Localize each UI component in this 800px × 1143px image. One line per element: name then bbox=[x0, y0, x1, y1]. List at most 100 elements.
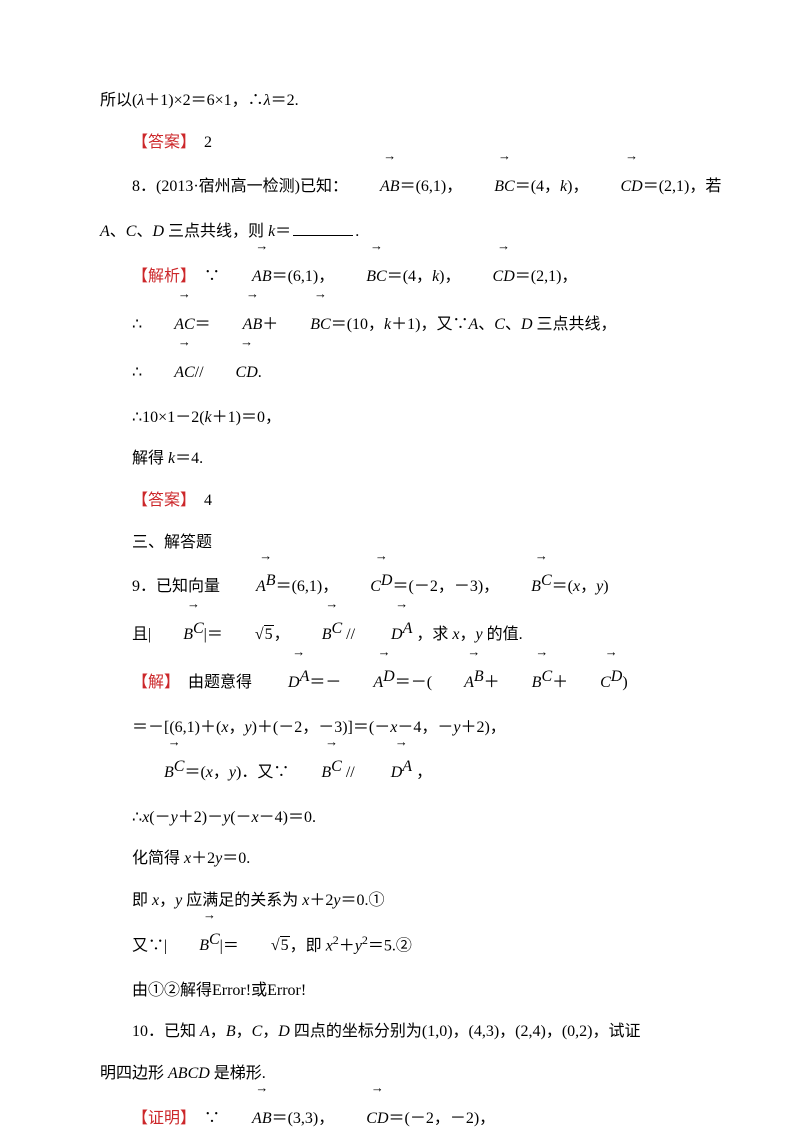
arrow-icon: → bbox=[588, 149, 642, 162]
t: ∴ bbox=[132, 316, 142, 333]
vec-BC: →BC bbox=[499, 563, 551, 611]
t: 、 bbox=[478, 316, 494, 333]
line-8: ∴10×1－2(k＋1)＝0， bbox=[100, 397, 720, 439]
t: D bbox=[391, 626, 403, 643]
t: )， bbox=[567, 178, 588, 195]
t: A bbox=[468, 316, 478, 333]
arrow-icon: → bbox=[568, 645, 622, 658]
arrow-icon: → bbox=[500, 645, 552, 658]
t: ∵ bbox=[188, 1110, 220, 1127]
t: ＝(－2，－3)， bbox=[392, 578, 499, 595]
t: 又∵| bbox=[132, 937, 167, 954]
t: C bbox=[504, 178, 515, 195]
blank-field bbox=[293, 234, 353, 236]
arrow-icon: → bbox=[334, 1081, 388, 1094]
t: A bbox=[300, 668, 310, 685]
vec-BC: →BC bbox=[132, 749, 184, 797]
t: A bbox=[100, 223, 110, 240]
t: ＋2)， bbox=[460, 719, 505, 736]
arrow-icon: → bbox=[462, 149, 514, 162]
arrow-icon: → bbox=[224, 549, 276, 562]
t: D bbox=[611, 668, 623, 685]
t: 解得 bbox=[132, 450, 168, 467]
t: A bbox=[252, 1110, 262, 1127]
vec-BC: →BC bbox=[500, 659, 552, 707]
t: 三、解答题 bbox=[132, 534, 212, 551]
t: 5 bbox=[264, 625, 274, 643]
t: B bbox=[310, 316, 320, 333]
t: B bbox=[531, 578, 541, 595]
line-1: 所以(λ＋1)×2＝6×1，∴λ＝2. bbox=[100, 80, 720, 122]
t: x bbox=[573, 578, 580, 595]
arrow-icon: → bbox=[499, 549, 551, 562]
t: D bbox=[631, 178, 643, 195]
t: ， bbox=[210, 1023, 226, 1040]
t: C bbox=[209, 931, 220, 948]
t: // bbox=[195, 364, 204, 381]
t: )＋(－2，－3)]＝(－ bbox=[252, 719, 391, 736]
t: ＋2)－ bbox=[178, 809, 223, 826]
t: 三点共线，则 bbox=[164, 223, 268, 240]
t: ＝(6,1)， bbox=[400, 178, 463, 195]
t: 9．已知向量 bbox=[132, 578, 224, 595]
t: x bbox=[326, 937, 333, 954]
t: C bbox=[193, 620, 204, 637]
t: (－ bbox=[149, 809, 170, 826]
vec-CD: →CD bbox=[568, 659, 622, 707]
vec-BC: →BC bbox=[167, 922, 219, 970]
arrow-icon: → bbox=[220, 1081, 272, 1094]
t: // bbox=[342, 764, 359, 781]
arrow-icon: → bbox=[151, 597, 203, 610]
t: D bbox=[503, 268, 515, 285]
arrow-icon: → bbox=[341, 645, 394, 658]
t: B bbox=[262, 1110, 272, 1127]
t: B bbox=[321, 764, 331, 781]
t: ， bbox=[213, 764, 229, 781]
t: . bbox=[258, 364, 262, 381]
t: 即 bbox=[132, 892, 152, 909]
line-18: 化简得 x＋2y＝0. bbox=[100, 838, 720, 880]
vec-DA: →DA bbox=[359, 749, 412, 797]
line-22: 10．已知 A，B，C，D 四点的坐标分别为(1,0)，(4,3)，(2,4)，… bbox=[100, 1011, 720, 1053]
t: 由题意得 bbox=[172, 674, 256, 691]
t: 4 bbox=[188, 492, 212, 509]
t: 、 bbox=[505, 316, 521, 333]
answer-label: 【答案】 bbox=[132, 134, 188, 151]
t: B bbox=[164, 764, 174, 781]
vec-CD: →CD bbox=[204, 349, 258, 397]
page: 所以(λ＋1)×2＝6×1，∴λ＝2. 【答案】 2 8．(2013·宿州高一检… bbox=[0, 0, 800, 1132]
vec-AD: →AD bbox=[341, 659, 394, 707]
t: A bbox=[200, 1023, 210, 1040]
t: ＝( bbox=[184, 764, 205, 781]
vec-CD: →CD bbox=[588, 163, 642, 211]
t: C bbox=[174, 758, 185, 775]
t: ＋2 bbox=[309, 892, 333, 909]
line-20: 又∵|→BC|＝5，即 x2＋y2＝5.② bbox=[100, 922, 720, 970]
t: B bbox=[390, 178, 400, 195]
t: )．又∵ bbox=[236, 764, 289, 781]
t: 、 bbox=[136, 223, 152, 240]
t: λ bbox=[264, 92, 271, 109]
t: A bbox=[252, 268, 262, 285]
t: B bbox=[474, 668, 484, 685]
t: y bbox=[171, 809, 178, 826]
arrow-icon: → bbox=[132, 735, 184, 748]
t: ＝5.② bbox=[368, 937, 412, 954]
line-10: 【答案】 4 bbox=[100, 480, 720, 522]
t: C bbox=[320, 316, 331, 333]
line-23: 明四边形 ABCD 是梯形. bbox=[100, 1053, 720, 1095]
t: ，求 bbox=[412, 626, 452, 643]
arrow-icon: → bbox=[142, 287, 194, 300]
t: C bbox=[126, 223, 137, 240]
t: 10．已知 bbox=[132, 1023, 200, 1040]
t: 三点共线， bbox=[533, 316, 617, 333]
vec-BC: →BC bbox=[289, 749, 341, 797]
t: B bbox=[262, 268, 272, 285]
line-9: 解得 k＝4. bbox=[100, 438, 720, 480]
arrow-icon: → bbox=[290, 597, 342, 610]
t: ＝4. bbox=[175, 450, 203, 467]
arrow-icon: → bbox=[142, 335, 194, 348]
t: 的值. bbox=[483, 626, 523, 643]
t: B bbox=[226, 1023, 236, 1040]
t: ＝(2,1)， bbox=[515, 268, 578, 285]
